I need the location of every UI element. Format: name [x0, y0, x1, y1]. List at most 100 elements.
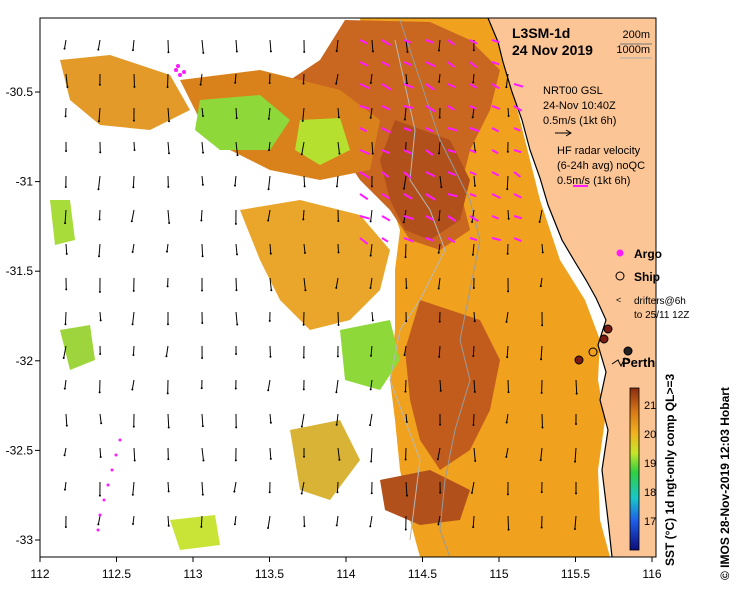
current-vector	[438, 209, 441, 221]
sst-field	[50, 18, 610, 557]
current-vector	[267, 515, 271, 529]
current-vector-head	[300, 153, 303, 156]
current-vector-head	[234, 387, 237, 390]
current-vector-head	[338, 152, 341, 155]
current-vector-head	[267, 527, 270, 530]
current-vector-head	[270, 289, 273, 292]
current-vector-head	[302, 82, 305, 85]
current-vector	[63, 345, 67, 359]
current-vector-head	[200, 387, 203, 390]
current-vector	[233, 481, 237, 492]
x-tick-label: 113.5	[255, 567, 284, 581]
current-vector-head	[66, 85, 69, 88]
current-vector	[268, 141, 271, 151]
hf-vector	[425, 39, 435, 44]
x-axis: 112 112.5 113 113.5 114 114.5 115 115.5 116	[30, 557, 662, 581]
x-tick-label: 114.5	[408, 567, 437, 581]
current-vector-head	[97, 48, 100, 51]
current-vector-head	[98, 494, 101, 497]
hf-vector	[491, 149, 499, 155]
hf-vector	[469, 105, 477, 110]
current-vector-head	[131, 522, 134, 525]
current-vector	[201, 107, 204, 117]
current-vector-head	[438, 116, 441, 119]
current-vector	[64, 379, 67, 389]
current-vector-head	[540, 491, 543, 494]
hf-vector	[403, 61, 413, 67]
current-vector	[269, 39, 272, 52]
y-axis: -30.5 -31 -31.5 -32 -32.5 -33	[6, 85, 40, 547]
current-vector-head	[64, 323, 67, 326]
current-vector-head	[370, 460, 373, 463]
current-vector	[302, 209, 305, 220]
current-vector	[472, 107, 475, 118]
current-vector-head	[99, 352, 102, 355]
current-vector	[301, 481, 305, 494]
current-vector-head	[370, 354, 373, 357]
hf-vector	[425, 61, 436, 68]
drifter-legend-line1: drifters@6h	[634, 296, 686, 307]
current-vector	[370, 209, 373, 222]
x-tick-label: 116	[642, 567, 661, 581]
current-vector	[438, 73, 441, 82]
current-vector	[201, 413, 204, 427]
current-vector-head	[540, 526, 543, 529]
hf-vector	[403, 39, 412, 44]
sst-cool-patch-3	[340, 320, 400, 390]
current-vector-head	[201, 357, 204, 360]
current-vector-head	[402, 187, 405, 190]
current-vector-head	[538, 220, 541, 223]
current-vector-head	[133, 85, 136, 88]
current-vector	[540, 345, 543, 360]
current-vector	[269, 447, 272, 459]
current-vector	[337, 311, 340, 325]
hf-vector	[513, 105, 523, 112]
current-vector-head	[98, 255, 101, 258]
current-vector	[132, 243, 135, 253]
hf-vector	[381, 215, 391, 222]
hf-vector	[359, 149, 371, 156]
current-vectors	[62, 39, 578, 531]
current-vector-head	[269, 252, 272, 255]
current-vector-head	[541, 426, 544, 429]
current-vector	[201, 39, 204, 53]
hf-vector	[513, 149, 522, 154]
hf-vector	[403, 149, 413, 155]
hf-vector	[403, 105, 414, 109]
hf-vector	[381, 61, 390, 67]
current-vector	[167, 209, 170, 224]
current-vector-head	[404, 528, 407, 531]
current-vector-head	[100, 422, 103, 425]
current-vector-head	[133, 459, 136, 462]
current-vector-head	[371, 319, 374, 322]
current-vector-head	[335, 50, 338, 53]
hf-vector	[447, 61, 456, 68]
current-vector	[335, 277, 339, 288]
current-vector-head	[540, 391, 543, 394]
current-vector	[64, 311, 67, 325]
hf-vector	[513, 237, 522, 243]
current-vector	[132, 175, 135, 188]
hf-vector	[491, 83, 500, 90]
current-vector	[405, 481, 408, 496]
current-vector-head	[404, 256, 407, 259]
current-vector	[268, 107, 271, 119]
hf-vector	[513, 193, 522, 199]
hf-vector	[447, 215, 457, 223]
current-vector-head	[267, 219, 270, 222]
current-vector-head	[335, 524, 338, 527]
current-vector	[64, 39, 67, 49]
current-vector	[438, 243, 441, 253]
current-vector	[336, 515, 339, 526]
current-vector-head	[235, 353, 238, 356]
current-vector	[506, 175, 509, 190]
hf-vector	[403, 193, 413, 200]
current-vector-head	[405, 420, 408, 423]
hf-vector	[491, 237, 502, 242]
hf-vector	[513, 171, 521, 178]
current-vector-head	[303, 251, 306, 254]
current-vector-head	[574, 460, 577, 463]
current-vector-head	[132, 119, 135, 122]
current-vector-head	[438, 80, 441, 83]
current-vector-head	[300, 425, 303, 428]
